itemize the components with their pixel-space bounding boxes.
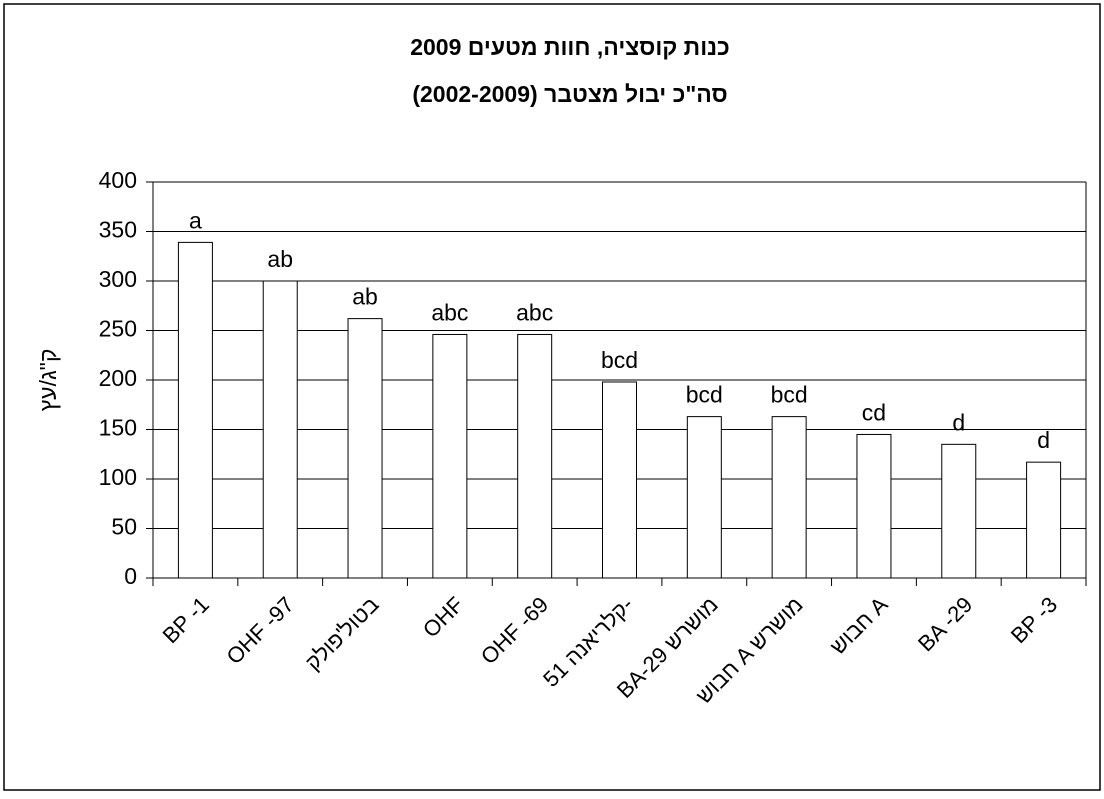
chart-title: כנות קוסציה, חוות מטעים 2009 — [410, 34, 730, 60]
bar — [262, 280, 298, 579]
y-tick-label: 50 — [111, 514, 137, 540]
bar — [856, 433, 892, 579]
y-tick-label: 250 — [99, 316, 137, 342]
bar-annotation: abc — [431, 299, 468, 325]
y-tick-label: 400 — [99, 167, 137, 193]
bar-annotation: bcd — [771, 382, 808, 408]
y-tick-label: 200 — [99, 365, 137, 391]
bar — [771, 416, 807, 579]
bar-annotation: bcd — [686, 382, 723, 408]
bar-annotation: cd — [862, 399, 886, 425]
bar — [517, 333, 553, 579]
bar — [941, 443, 977, 579]
y-tick-label: 350 — [99, 217, 137, 243]
bar — [686, 416, 722, 579]
bar-annotation: d — [952, 409, 965, 435]
y-tick-label: 300 — [99, 266, 137, 292]
bar — [602, 381, 637, 579]
bar — [177, 241, 213, 579]
bar — [432, 333, 468, 579]
bar — [1026, 461, 1062, 579]
y-tick-label: 0 — [124, 563, 137, 589]
y-tick-label: 150 — [99, 415, 137, 441]
y-axis-label: ק"ג/עץ — [35, 349, 61, 412]
bar-annotation: a — [189, 207, 202, 233]
bar-annotation: d — [1037, 427, 1050, 453]
bar-annotation: bcd — [601, 347, 638, 373]
bar-annotation: ab — [267, 246, 293, 272]
bar-annotation: abc — [516, 299, 553, 325]
bar-annotation: ab — [352, 284, 378, 310]
y-tick-label: 100 — [99, 464, 137, 490]
bar — [347, 318, 383, 579]
chart-subtitle: סה"כ יבול מצטבר (2002-2009) — [412, 81, 727, 107]
